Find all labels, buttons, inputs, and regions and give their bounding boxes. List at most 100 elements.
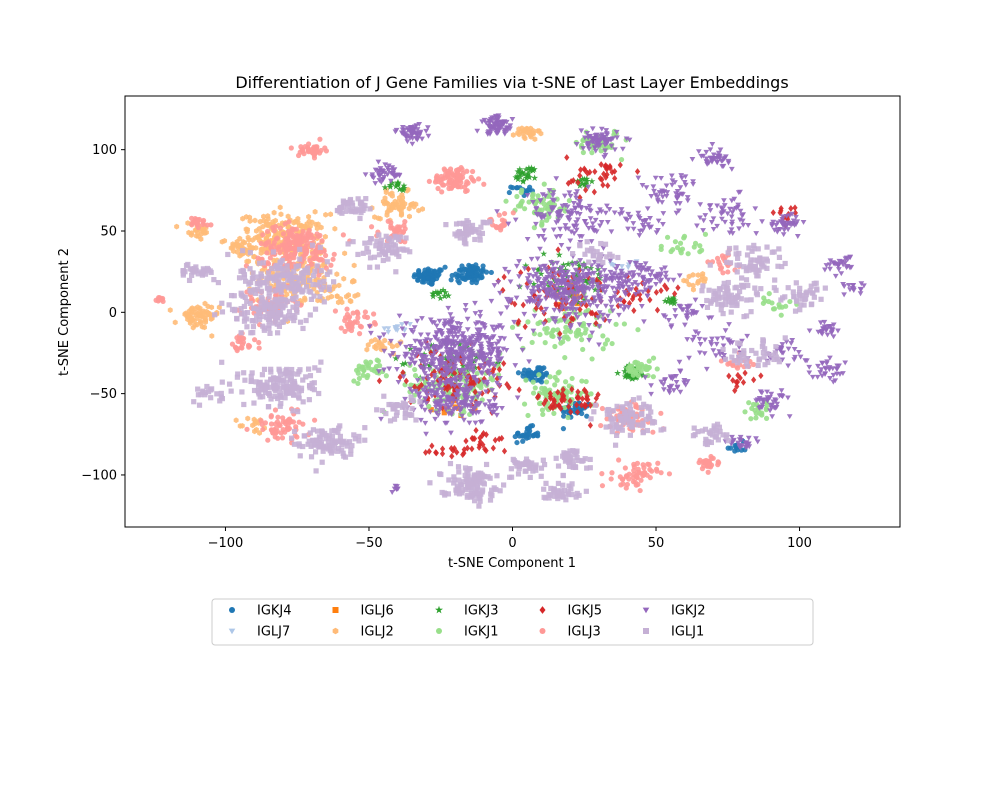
data-point (437, 355, 444, 361)
data-point (547, 390, 553, 397)
data-point (587, 264, 595, 272)
data-point (541, 228, 547, 234)
data-point (296, 389, 302, 395)
data-point (206, 311, 212, 318)
data-point (313, 145, 319, 151)
data-point (385, 326, 392, 332)
data-point (682, 182, 689, 188)
data-point (619, 146, 626, 152)
data-point (189, 305, 195, 311)
data-point (689, 157, 696, 162)
data-point (455, 172, 461, 178)
data-point (518, 189, 524, 196)
data-point (459, 362, 467, 369)
data-point (523, 377, 529, 383)
data-point (695, 280, 701, 286)
data-point (732, 387, 738, 395)
data-point (745, 435, 752, 441)
data-point (389, 490, 396, 496)
data-point (522, 323, 528, 331)
data-point (686, 281, 692, 288)
data-point (598, 161, 604, 168)
data-point (490, 334, 497, 340)
data-point (511, 319, 517, 325)
data-point (742, 409, 748, 415)
data-point (452, 369, 458, 377)
data-point (644, 366, 650, 372)
data-point (428, 268, 434, 274)
data-point (633, 368, 639, 374)
data-point (561, 413, 567, 419)
data-point (543, 392, 549, 398)
data-point (268, 421, 275, 427)
data-point (449, 452, 455, 460)
data-point (576, 182, 584, 189)
data-point (589, 356, 595, 362)
data-point (486, 348, 493, 354)
data-point (822, 267, 828, 273)
data-point (600, 245, 607, 251)
data-point (806, 370, 813, 376)
data-point (478, 272, 484, 278)
data-point (466, 262, 472, 268)
data-point (670, 293, 678, 301)
data-point (574, 401, 580, 409)
data-point (588, 177, 596, 185)
data-point (338, 325, 344, 331)
data-point (381, 200, 387, 207)
data-point (488, 298, 495, 304)
data-point (240, 339, 247, 345)
data-point (673, 379, 680, 385)
data-point (524, 425, 530, 431)
data-point (492, 436, 498, 444)
data-point (565, 246, 572, 252)
data-point (445, 305, 452, 311)
data-point (322, 252, 329, 259)
data-point (378, 416, 384, 422)
data-point (489, 368, 496, 376)
data-point (470, 379, 476, 387)
data-point (673, 201, 679, 207)
data-point (387, 191, 393, 197)
data-point (684, 316, 691, 322)
data-point (630, 479, 637, 485)
data-point (640, 462, 646, 468)
data-point (601, 154, 608, 160)
data-point (691, 244, 697, 250)
data-point (399, 360, 407, 368)
data-point (452, 361, 458, 367)
data-point (464, 375, 471, 381)
data-point (411, 346, 418, 351)
data-point (594, 304, 601, 310)
data-point (295, 408, 301, 415)
data-point (450, 172, 456, 178)
data-point (488, 269, 494, 276)
data-point (730, 376, 736, 384)
data-point (265, 261, 272, 267)
data-point (578, 302, 584, 307)
data-point (501, 447, 508, 455)
data-point (497, 227, 504, 233)
data-point (758, 372, 764, 380)
data-point (282, 221, 288, 227)
data-point (241, 335, 247, 342)
data-point (513, 172, 521, 180)
data-point (190, 220, 196, 226)
data-point (334, 271, 340, 278)
data-point (408, 328, 415, 333)
data-point (672, 308, 678, 314)
data-point (525, 265, 531, 273)
data-point (561, 193, 568, 199)
data-point (420, 376, 427, 382)
data-point (665, 295, 673, 302)
data-point (566, 403, 572, 410)
data-point (461, 266, 468, 272)
data-point (234, 346, 240, 352)
data-point (420, 362, 427, 369)
data-point (291, 285, 297, 291)
data-point (485, 387, 491, 395)
data-point (277, 225, 283, 231)
data-point (462, 303, 469, 308)
data-point (266, 390, 272, 396)
data-point (507, 279, 514, 285)
